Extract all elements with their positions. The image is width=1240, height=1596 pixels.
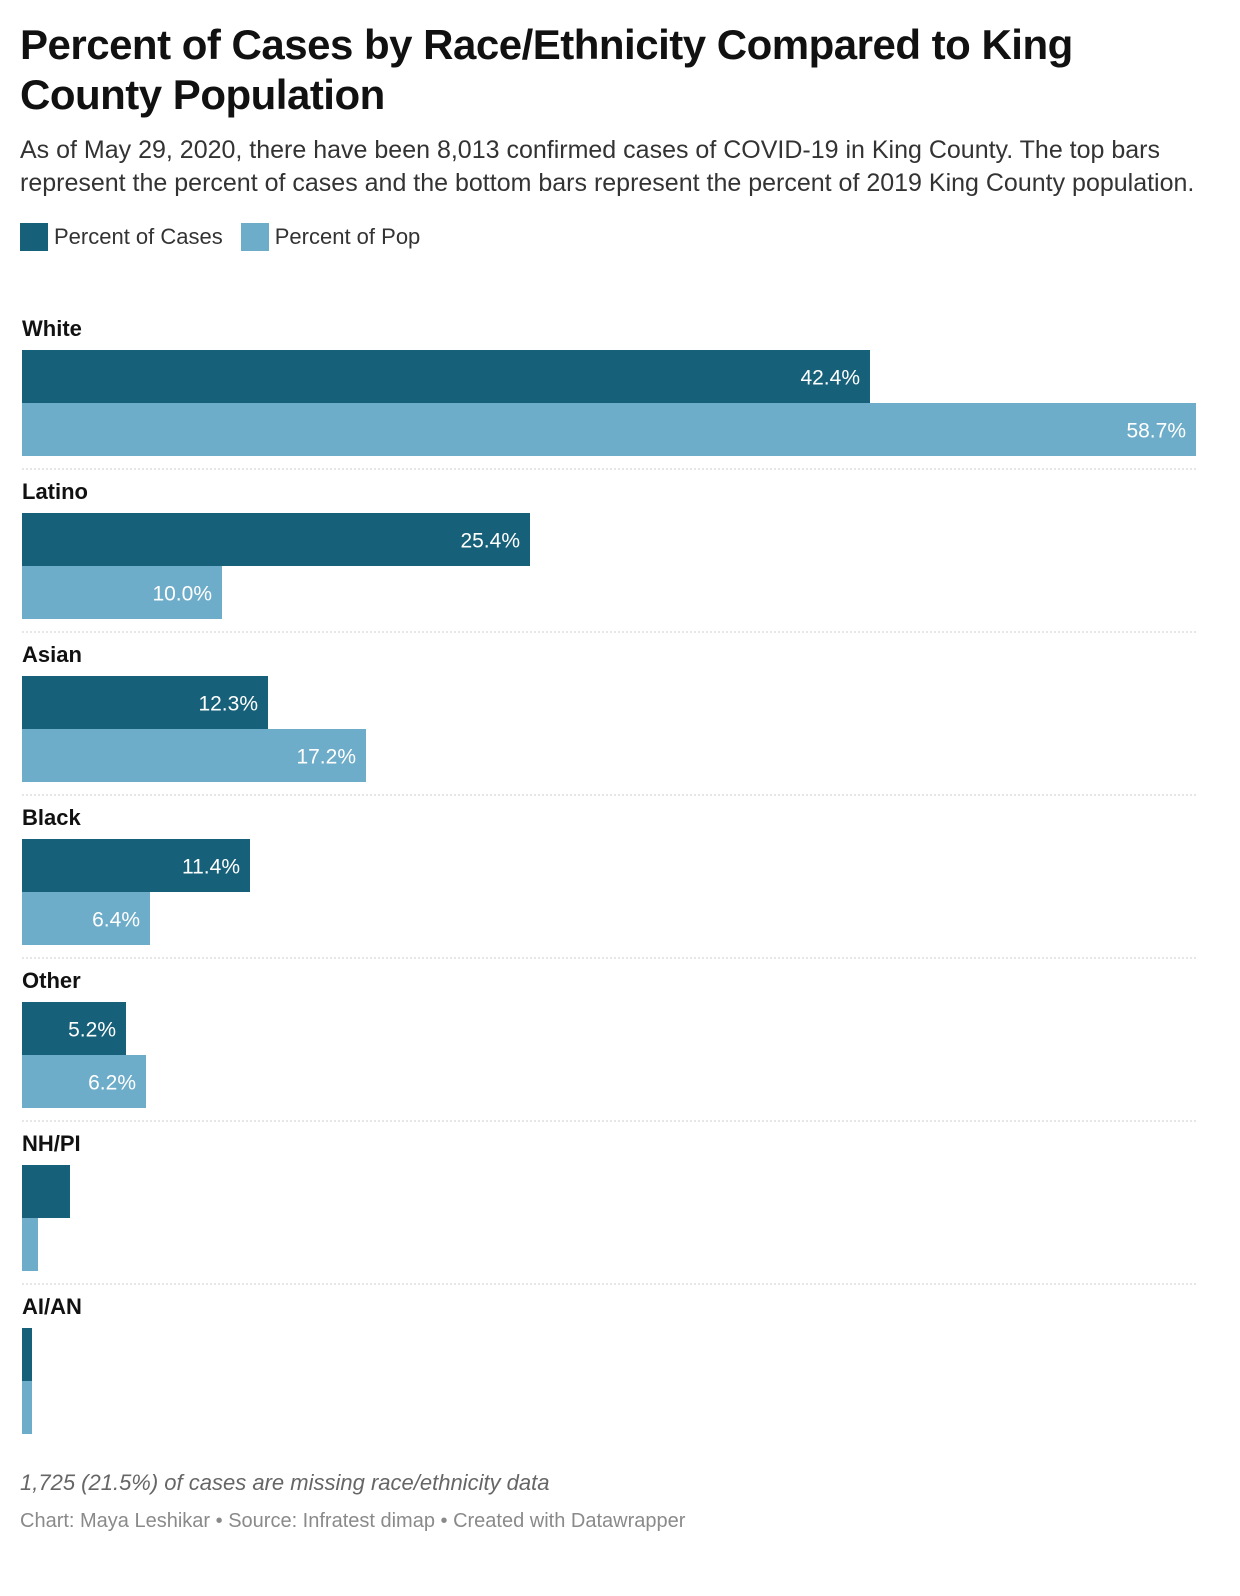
bar-group: NH/PI [22, 1131, 1196, 1285]
legend-label-cases: Percent of Cases [54, 224, 223, 249]
bar-cases [22, 839, 250, 892]
bar-cases [22, 1002, 126, 1055]
bar-group: Black 11.4% 6.4% [22, 805, 1196, 959]
bar-value-label: 6.4% [92, 909, 140, 932]
category-label: NH/PI [22, 1131, 81, 1156]
category-label: Other [22, 968, 81, 993]
bar-group: AI/AN [22, 1294, 82, 1434]
bar-value-label: 6.2% [88, 1072, 136, 1095]
bar-chart: White 42.4% 58.7% Latino 25.4% 10.0% Asian 12.3… [22, 316, 1196, 1434]
bar-pop [22, 566, 222, 619]
chart-byline: Chart: Maya Leshikar • Source: Infratest… [20, 1510, 686, 1532]
chart-title: Percent of Cases by Race/Ethnicity Compa… [20, 21, 1073, 118]
bar-cases [22, 1165, 70, 1218]
bar-pop [22, 403, 1196, 456]
bar-pop [22, 1381, 32, 1434]
bar-value-label: 10.0% [152, 583, 212, 606]
category-label: Asian [22, 642, 82, 667]
bar-group: Other 5.2% 6.2% [22, 968, 1196, 1122]
chart-description: As of May 29, 2020, there have been 8,01… [20, 136, 1195, 197]
category-label: White [22, 316, 82, 341]
bar-value-label: 5.2% [68, 1019, 116, 1042]
bar-group: White 42.4% 58.7% [22, 316, 1196, 470]
chart-notes: 1,725 (21.5%) of cases are missing race/… [20, 1470, 550, 1495]
legend-swatch-cases [20, 223, 48, 251]
category-label: Latino [22, 479, 88, 504]
bar-value-label: 42.4% [800, 367, 860, 390]
bar-group: Asian 12.3% 17.2% [22, 642, 1196, 796]
bar-cases [22, 676, 268, 729]
bar-pop [22, 1055, 146, 1108]
bar-value-label: 11.4% [182, 856, 240, 879]
legend-item-cases: Percent of Cases [20, 223, 223, 251]
bar-group: Latino 25.4% 10.0% [22, 479, 1196, 633]
bar-value-label: 17.2% [296, 746, 356, 769]
bar-pop [22, 1218, 38, 1271]
bar-cases [22, 513, 530, 566]
bar-pop [22, 729, 366, 782]
legend-swatch-pop [240, 223, 269, 251]
bar-value-label: 58.7% [1126, 420, 1186, 443]
bar-pop [22, 892, 150, 945]
legend-label-pop: Percent of Pop [274, 224, 421, 249]
legend-item-pop: Percent of Pop [240, 223, 421, 251]
bar-cases [22, 1328, 32, 1381]
bar-cases [22, 350, 870, 403]
bar-value-label: 25.4% [460, 530, 520, 553]
category-label: AI/AN [22, 1294, 82, 1319]
legend: Percent of Cases Percent of Pop [20, 222, 1220, 252]
category-label: Black [22, 805, 81, 830]
bar-value-label: 12.3% [198, 693, 258, 716]
